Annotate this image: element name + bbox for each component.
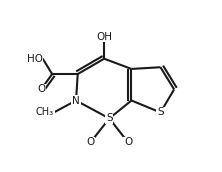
Text: N: N — [72, 95, 80, 105]
Text: O: O — [86, 137, 95, 147]
Text: OH: OH — [96, 31, 112, 41]
Text: CH₃: CH₃ — [36, 108, 54, 117]
Text: HO: HO — [27, 54, 43, 64]
Text: O: O — [37, 84, 45, 94]
Text: O: O — [124, 137, 132, 147]
Text: S: S — [106, 113, 113, 123]
Text: S: S — [157, 108, 164, 117]
